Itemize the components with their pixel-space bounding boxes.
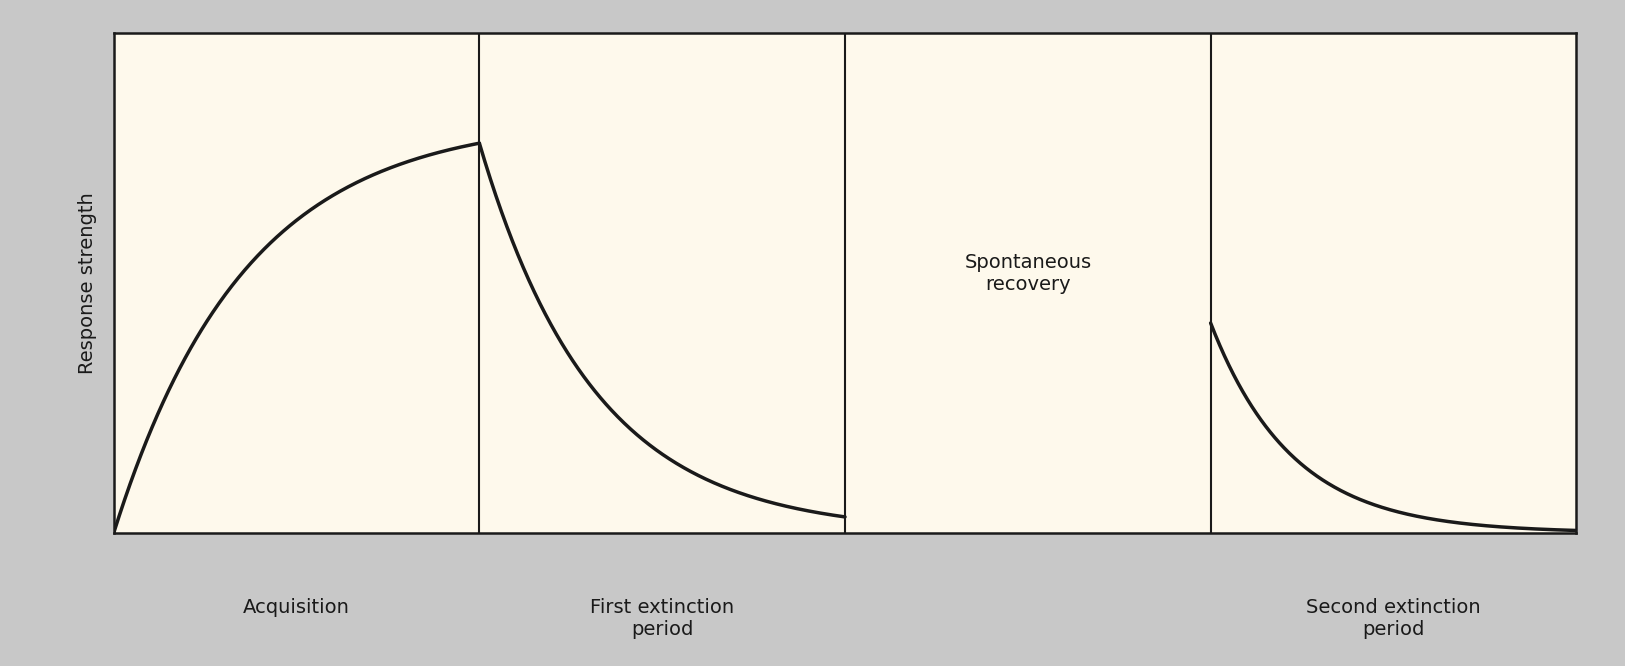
Text: Second extinction
period: Second extinction period xyxy=(1306,598,1480,639)
Text: Spontaneous
recovery: Spontaneous recovery xyxy=(964,252,1092,294)
Y-axis label: Response strength: Response strength xyxy=(78,192,98,374)
Text: Acquisition: Acquisition xyxy=(244,598,349,617)
Text: First extinction
period: First extinction period xyxy=(590,598,734,639)
